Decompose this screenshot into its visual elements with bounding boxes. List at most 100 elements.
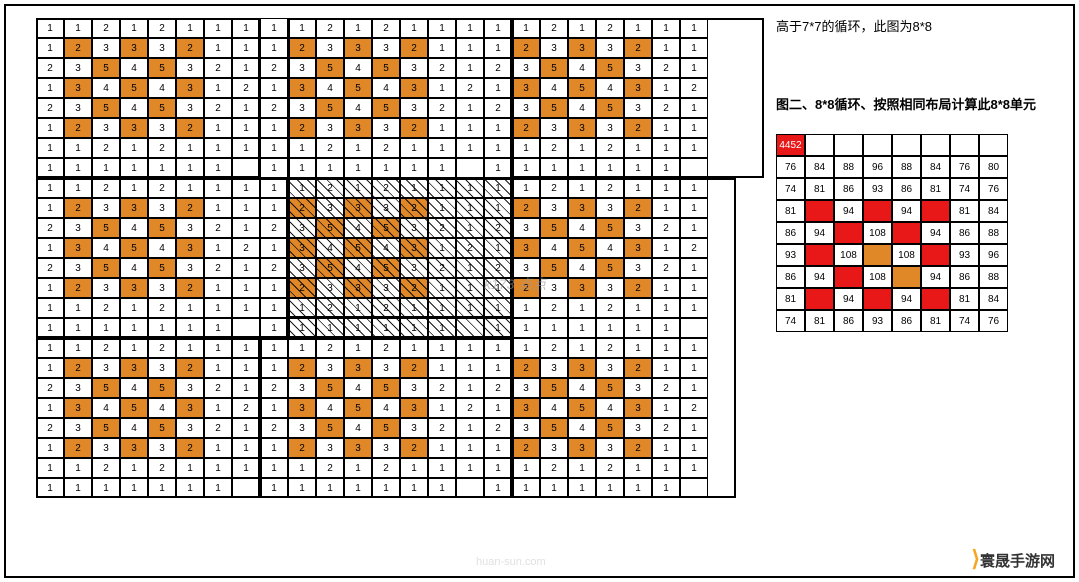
- small-grid-cell: [805, 244, 834, 266]
- small-grid-cell: [892, 266, 921, 288]
- grid-cell: 3: [120, 358, 148, 378]
- grid-cell: 1: [456, 378, 484, 398]
- grid-cell: 2: [288, 38, 316, 58]
- grid-cell: 2: [232, 238, 260, 258]
- grid-cell: 1: [680, 198, 708, 218]
- grid-cell: 3: [344, 38, 372, 58]
- grid-cell: 5: [316, 218, 344, 238]
- grid-cell: 2: [92, 138, 120, 158]
- grid-cell: 1: [624, 318, 652, 338]
- grid-cell: 3: [64, 218, 92, 238]
- grid-cell: 1: [568, 138, 596, 158]
- grid-cell: 1: [512, 138, 540, 158]
- grid-cell: 1: [148, 478, 176, 498]
- grid-cell: 1: [652, 358, 680, 378]
- grid-cell: 5: [596, 98, 624, 118]
- grid-cell: 3: [512, 378, 540, 398]
- grid-cell: 1: [148, 158, 176, 178]
- grid-cell: 2: [260, 378, 288, 398]
- grid-cell: 1: [232, 378, 260, 398]
- small-grid-cell: 76: [979, 178, 1008, 200]
- grid-cell: 1: [36, 398, 64, 418]
- grid-cell: 3: [176, 378, 204, 398]
- grid-cell: 3: [120, 118, 148, 138]
- grid-cell: 2: [456, 398, 484, 418]
- grid-cell: 2: [148, 458, 176, 478]
- small-grid-cell: 96: [979, 244, 1008, 266]
- grid-cell: 3: [148, 438, 176, 458]
- grid-cell: 2: [148, 18, 176, 38]
- grid-cell: 3: [400, 398, 428, 418]
- grid-cell: 1: [512, 318, 540, 338]
- grid-cell: 5: [568, 238, 596, 258]
- grid-cell: 1: [288, 18, 316, 38]
- grid-cell: 4: [372, 398, 400, 418]
- grid-cell: 3: [148, 118, 176, 138]
- grid-cell: 1: [428, 478, 456, 498]
- watermark-url: huan-sun.com: [476, 556, 546, 568]
- grid-cell: 1: [204, 18, 232, 38]
- small-grid-cell: 81: [805, 310, 834, 332]
- grid-cell: 5: [316, 98, 344, 118]
- grid-cell: 2: [680, 398, 708, 418]
- grid-cell: 1: [484, 358, 512, 378]
- grid-cell: 3: [596, 38, 624, 58]
- small-grid-cell: 94: [834, 288, 863, 310]
- grid-cell: 2: [204, 258, 232, 278]
- grid-cell: 1: [344, 138, 372, 158]
- grid-cell: 1: [176, 158, 204, 178]
- grid-cell: 1: [232, 298, 260, 318]
- small-grid-cell: [921, 244, 950, 266]
- grid-cell: 3: [540, 278, 568, 298]
- grid-cell: 1: [624, 478, 652, 498]
- grid-cell: 3: [176, 58, 204, 78]
- grid-cell: 2: [204, 58, 232, 78]
- grid-cell: 1: [344, 178, 372, 198]
- grid-cell: 2: [64, 278, 92, 298]
- grid-cell: 1: [260, 278, 288, 298]
- small-grid-cell: 74: [776, 178, 805, 200]
- grid-cell: 2: [92, 458, 120, 478]
- small-grid-cell: 81: [921, 310, 950, 332]
- small-grid-cell: 88: [834, 156, 863, 178]
- grid-cell: 1: [400, 298, 428, 318]
- grid-cell: 1: [36, 298, 64, 318]
- grid-cell: 5: [120, 398, 148, 418]
- grid-cell: 5: [120, 238, 148, 258]
- grid-cell: 1: [484, 238, 512, 258]
- grid-cell: 1: [652, 18, 680, 38]
- grid-cell: 1: [288, 478, 316, 498]
- grid-cell: 1: [428, 338, 456, 358]
- grid-cell: 2: [624, 278, 652, 298]
- grid-cell: 1: [260, 158, 288, 178]
- grid-cell: 2: [624, 358, 652, 378]
- grid-cell: 2: [232, 78, 260, 98]
- grid-cell: 1: [36, 358, 64, 378]
- grid-cell: 2: [288, 198, 316, 218]
- small-grid-cell: 88: [979, 266, 1008, 288]
- grid-cell: 1: [288, 458, 316, 478]
- grid-cell: 3: [92, 38, 120, 58]
- grid-cell: 1: [176, 178, 204, 198]
- small-grid-row: 8194948184: [776, 200, 1008, 222]
- grid-cell: 5: [92, 98, 120, 118]
- small-grid-cell: 86: [950, 266, 979, 288]
- grid-cell: 3: [540, 38, 568, 58]
- grid-cell: 3: [400, 78, 428, 98]
- grid-cell: 1: [512, 158, 540, 178]
- grid-cell: 1: [92, 318, 120, 338]
- grid-cell: 1: [204, 38, 232, 58]
- grid-cell: 1: [64, 458, 92, 478]
- grid-cell: 5: [540, 258, 568, 278]
- small-grid-cell: 86: [776, 222, 805, 244]
- grid-cell: 1: [232, 418, 260, 438]
- grid-cell: 4: [92, 238, 120, 258]
- grid-cell: 2: [624, 198, 652, 218]
- grid-cell: 3: [288, 418, 316, 438]
- grid-cell: 1: [204, 298, 232, 318]
- grid-cell: 3: [624, 418, 652, 438]
- grid-cell: 1: [428, 118, 456, 138]
- grid-cell: 3: [64, 418, 92, 438]
- grid-cell: 2: [400, 38, 428, 58]
- grid-cell: 3: [288, 218, 316, 238]
